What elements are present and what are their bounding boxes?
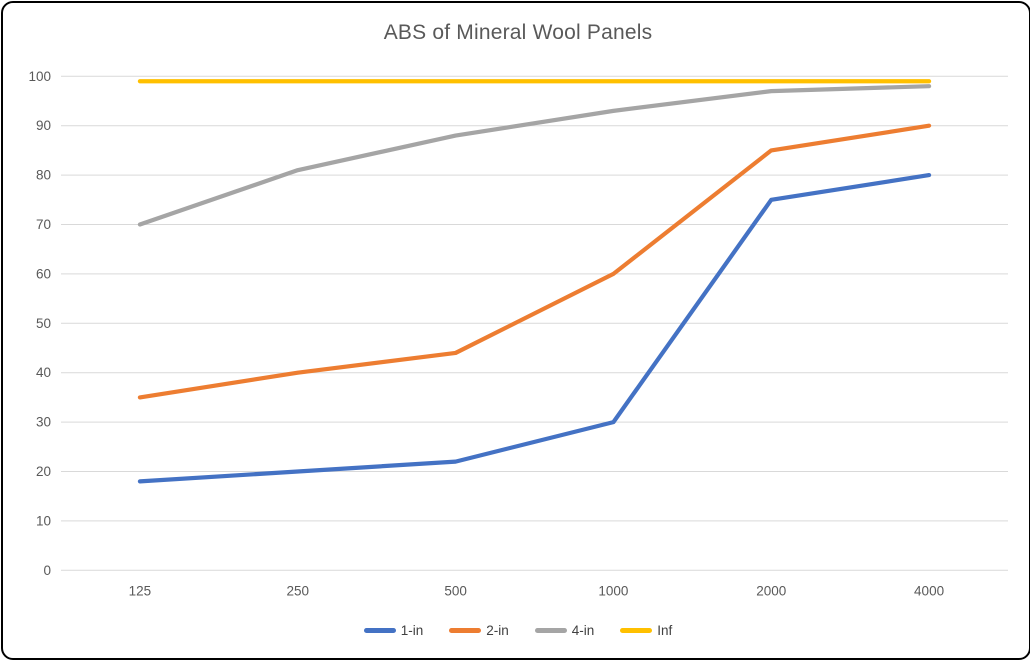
- legend-label: 4-in: [571, 623, 595, 638]
- legend-swatch-icon: [534, 628, 567, 633]
- y-axis-tick-label: 10: [36, 513, 51, 528]
- y-axis-tick-label: 0: [43, 563, 51, 578]
- chart-title: ABS of Mineral Wool Panels: [383, 21, 653, 44]
- plot-area: 0 10 20 30 40 50 60 70 80 90 100 125 250 500 1000 2000 4…: [28, 69, 1008, 598]
- y-axis-tick-label: 70: [36, 217, 51, 232]
- legend-swatch-icon: [620, 628, 653, 633]
- y-axis-tick-label: 30: [36, 415, 51, 430]
- legend-swatch-icon: [363, 628, 396, 633]
- series-line-2-in: [137, 123, 932, 400]
- x-axis-tick-label: 2000: [756, 583, 786, 598]
- legend-label: 2-in: [486, 623, 509, 638]
- y-axis-tick-label: 100: [28, 69, 51, 84]
- series-line-4-in: [137, 84, 932, 227]
- y-axis-tick-label: 20: [36, 464, 51, 479]
- legend-label: Inf: [657, 623, 673, 638]
- x-axis-tick-label: 1000: [598, 583, 628, 598]
- y-axis-tick-label: 90: [36, 118, 51, 133]
- legend-item-4-in[interactable]: 4-in: [534, 623, 595, 638]
- y-axis-tick-label: 50: [36, 316, 51, 331]
- y-axis-tick-label: 80: [36, 168, 51, 183]
- series-line-1-in: [137, 173, 932, 484]
- x-axis-tick-label: 125: [129, 583, 152, 598]
- legend: 1-in 2-in 4-in Inf: [3, 623, 1029, 638]
- y-axis-tick-label: 60: [36, 266, 51, 281]
- legend-item-Inf[interactable]: Inf: [620, 623, 672, 638]
- x-axis-tick-label: 250: [286, 583, 309, 598]
- legend-item-2-in[interactable]: 2-in: [449, 623, 509, 638]
- y-axis-tick-label: 40: [36, 365, 51, 380]
- legend-label: 1-in: [400, 623, 424, 638]
- legend-item-1-in[interactable]: 1-in: [363, 623, 424, 638]
- x-axis-tick-label: 4000: [914, 583, 944, 598]
- x-axis-tick-label: 500: [444, 583, 467, 598]
- legend-swatch-icon: [449, 628, 482, 633]
